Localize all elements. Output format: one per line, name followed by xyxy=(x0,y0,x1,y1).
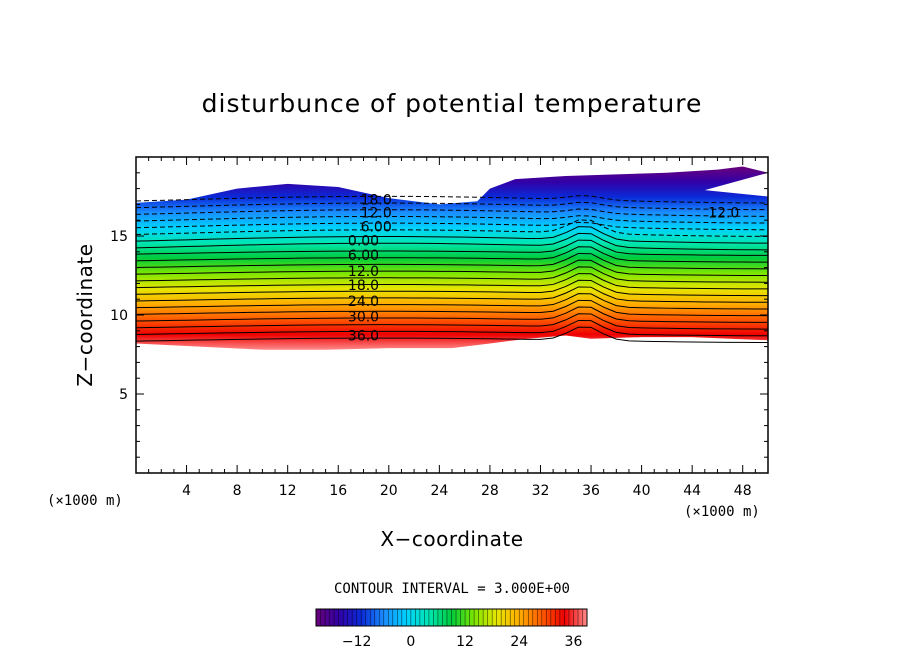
x-unit-left: (×1000 m) xyxy=(47,493,123,509)
contour-line xyxy=(136,246,768,263)
x-tick-label: 24 xyxy=(430,483,448,499)
contour-line xyxy=(136,195,768,204)
contour-line xyxy=(136,266,768,283)
contour-line xyxy=(136,232,768,251)
contour-line xyxy=(136,273,768,290)
contour-line xyxy=(136,226,768,244)
contour-line xyxy=(136,219,768,237)
contour-line xyxy=(136,286,768,303)
x-tick-label: 28 xyxy=(481,483,499,499)
contour-label: 12.0 xyxy=(708,205,739,221)
x-tick-label: 8 xyxy=(233,483,242,499)
contour-label: 6.00 xyxy=(348,248,379,264)
contour-line xyxy=(136,313,768,330)
contour-line xyxy=(136,293,768,310)
contour-label: 12.0 xyxy=(348,264,379,280)
x-tick-label: 4 xyxy=(182,483,191,499)
x-axis-label: X−coordinate xyxy=(380,527,523,551)
contour-label: 30.0 xyxy=(348,310,379,326)
y-tick-label: 10 xyxy=(110,308,128,324)
contour-line xyxy=(136,252,768,270)
contour-lines xyxy=(136,195,768,343)
contour-interval-text: CONTOUR INTERVAL = 3.000E+00 xyxy=(334,581,570,597)
x-tick-label: 32 xyxy=(532,483,550,499)
colorbar-tick-label: 24 xyxy=(510,634,528,650)
contour-line xyxy=(136,208,768,217)
x-tick-label: 36 xyxy=(582,483,600,499)
colorbar-tick-label: 0 xyxy=(406,634,415,650)
x-tick-label: 48 xyxy=(734,483,752,499)
contour-line xyxy=(136,306,768,323)
x-tick-label: 40 xyxy=(633,483,651,499)
contour-line xyxy=(136,326,768,343)
contour-label: 24.0 xyxy=(348,294,379,310)
contour-label: 18.0 xyxy=(361,193,392,209)
contour-line xyxy=(136,279,768,297)
colorbar-tick-label: −12 xyxy=(342,634,372,650)
y-tick-label: 15 xyxy=(110,229,128,245)
contour-label: 36.0 xyxy=(348,329,379,345)
contour-line xyxy=(136,201,768,211)
chart-title: disturbunce of potential temperature xyxy=(202,89,703,118)
colorbar-tick-label: 12 xyxy=(456,634,474,650)
x-tick-label: 20 xyxy=(380,483,398,499)
contour-line xyxy=(136,221,768,231)
contour-line xyxy=(136,215,768,224)
contour-label: 12.0 xyxy=(361,205,392,221)
contour-labels: 18.012.06.000.006.0012.018.024.030.036.0… xyxy=(348,193,739,345)
x-tick-label: 16 xyxy=(329,483,347,499)
contour-line xyxy=(136,259,768,277)
contour-line xyxy=(136,319,768,337)
contour-label: 0.00 xyxy=(348,234,379,250)
contour-label: 6.00 xyxy=(361,220,392,236)
contour-line xyxy=(136,299,768,317)
contour-label: 18.0 xyxy=(348,278,379,294)
x-tick-label: 44 xyxy=(683,483,701,499)
y-tick-label: 5 xyxy=(119,387,128,403)
contour-line xyxy=(136,239,768,256)
x-tick-label: 12 xyxy=(279,483,297,499)
colorbar: −12 0 12 24 36 xyxy=(315,608,588,650)
colorbar-tick-label: 36 xyxy=(565,634,583,650)
x-unit-right: (×1000 m) xyxy=(684,504,760,520)
y-axis-label: Z−coordinate xyxy=(73,243,97,386)
